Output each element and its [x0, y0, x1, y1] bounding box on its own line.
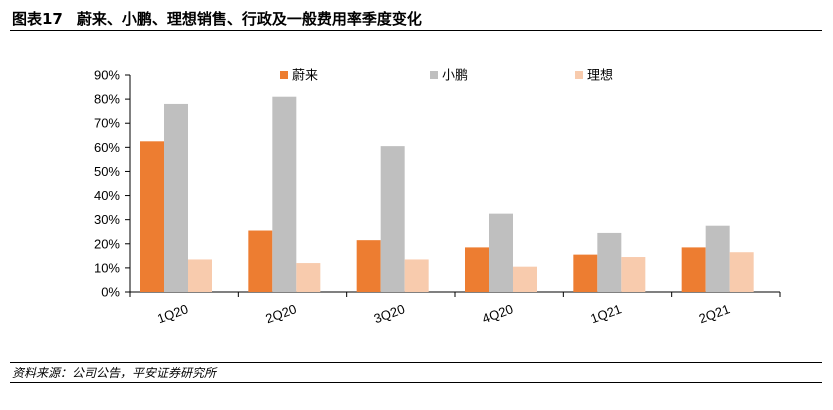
x-tick-label: 2Q20	[263, 301, 298, 326]
source-rule-top	[10, 362, 822, 363]
x-tick-label: 3Q20	[372, 301, 407, 326]
legend-swatch	[430, 71, 438, 79]
legend-label: 小鹏	[442, 68, 468, 83]
legend-swatch	[575, 71, 583, 79]
bar	[621, 257, 646, 292]
y-tick-label: 0%	[101, 285, 120, 300]
y-tick-label: 80%	[94, 92, 120, 107]
x-tick-label: 4Q20	[480, 301, 515, 326]
bar	[573, 254, 598, 292]
figure-number: 图表17	[12, 10, 63, 28]
y-tick-label: 90%	[94, 68, 120, 83]
y-tick-label: 50%	[94, 164, 120, 179]
bar	[489, 213, 513, 292]
bar	[597, 232, 622, 292]
bar	[729, 252, 754, 292]
x-tick-label: 1Q21	[588, 301, 623, 326]
legend-swatch	[280, 71, 288, 79]
bar	[272, 96, 297, 292]
y-tick-label: 30%	[94, 212, 120, 227]
bar	[140, 141, 164, 292]
bar	[296, 263, 321, 292]
y-tick-label: 60%	[94, 140, 120, 155]
figure-title: 图表17 蔚来、小鹏、理想销售、行政及一般费用率季度变化	[12, 8, 422, 29]
figure-title-text: 蔚来、小鹏、理想销售、行政及一般费用率季度变化	[76, 10, 422, 28]
y-tick-label: 40%	[94, 188, 120, 203]
bar	[404, 259, 429, 292]
y-tick-label: 70%	[94, 116, 120, 131]
bar	[380, 146, 405, 292]
source-rule-bottom	[10, 382, 822, 383]
y-tick-label: 20%	[94, 236, 120, 251]
x-tick-label: 2Q21	[697, 301, 732, 326]
legend-label: 理想	[587, 68, 613, 83]
bar	[188, 259, 212, 292]
title-rule	[10, 30, 822, 31]
bar	[705, 225, 730, 292]
bar	[465, 247, 489, 292]
bar	[513, 266, 537, 292]
bar	[164, 103, 188, 292]
y-tick-label: 10%	[94, 260, 120, 275]
bar	[248, 230, 273, 292]
bar	[356, 240, 381, 292]
legend-label: 蔚来	[292, 68, 318, 83]
source-note: 资料来源：公司公告，平安证券研究所	[12, 366, 217, 380]
bar	[681, 247, 706, 292]
x-tick-label: 1Q20	[155, 301, 190, 326]
